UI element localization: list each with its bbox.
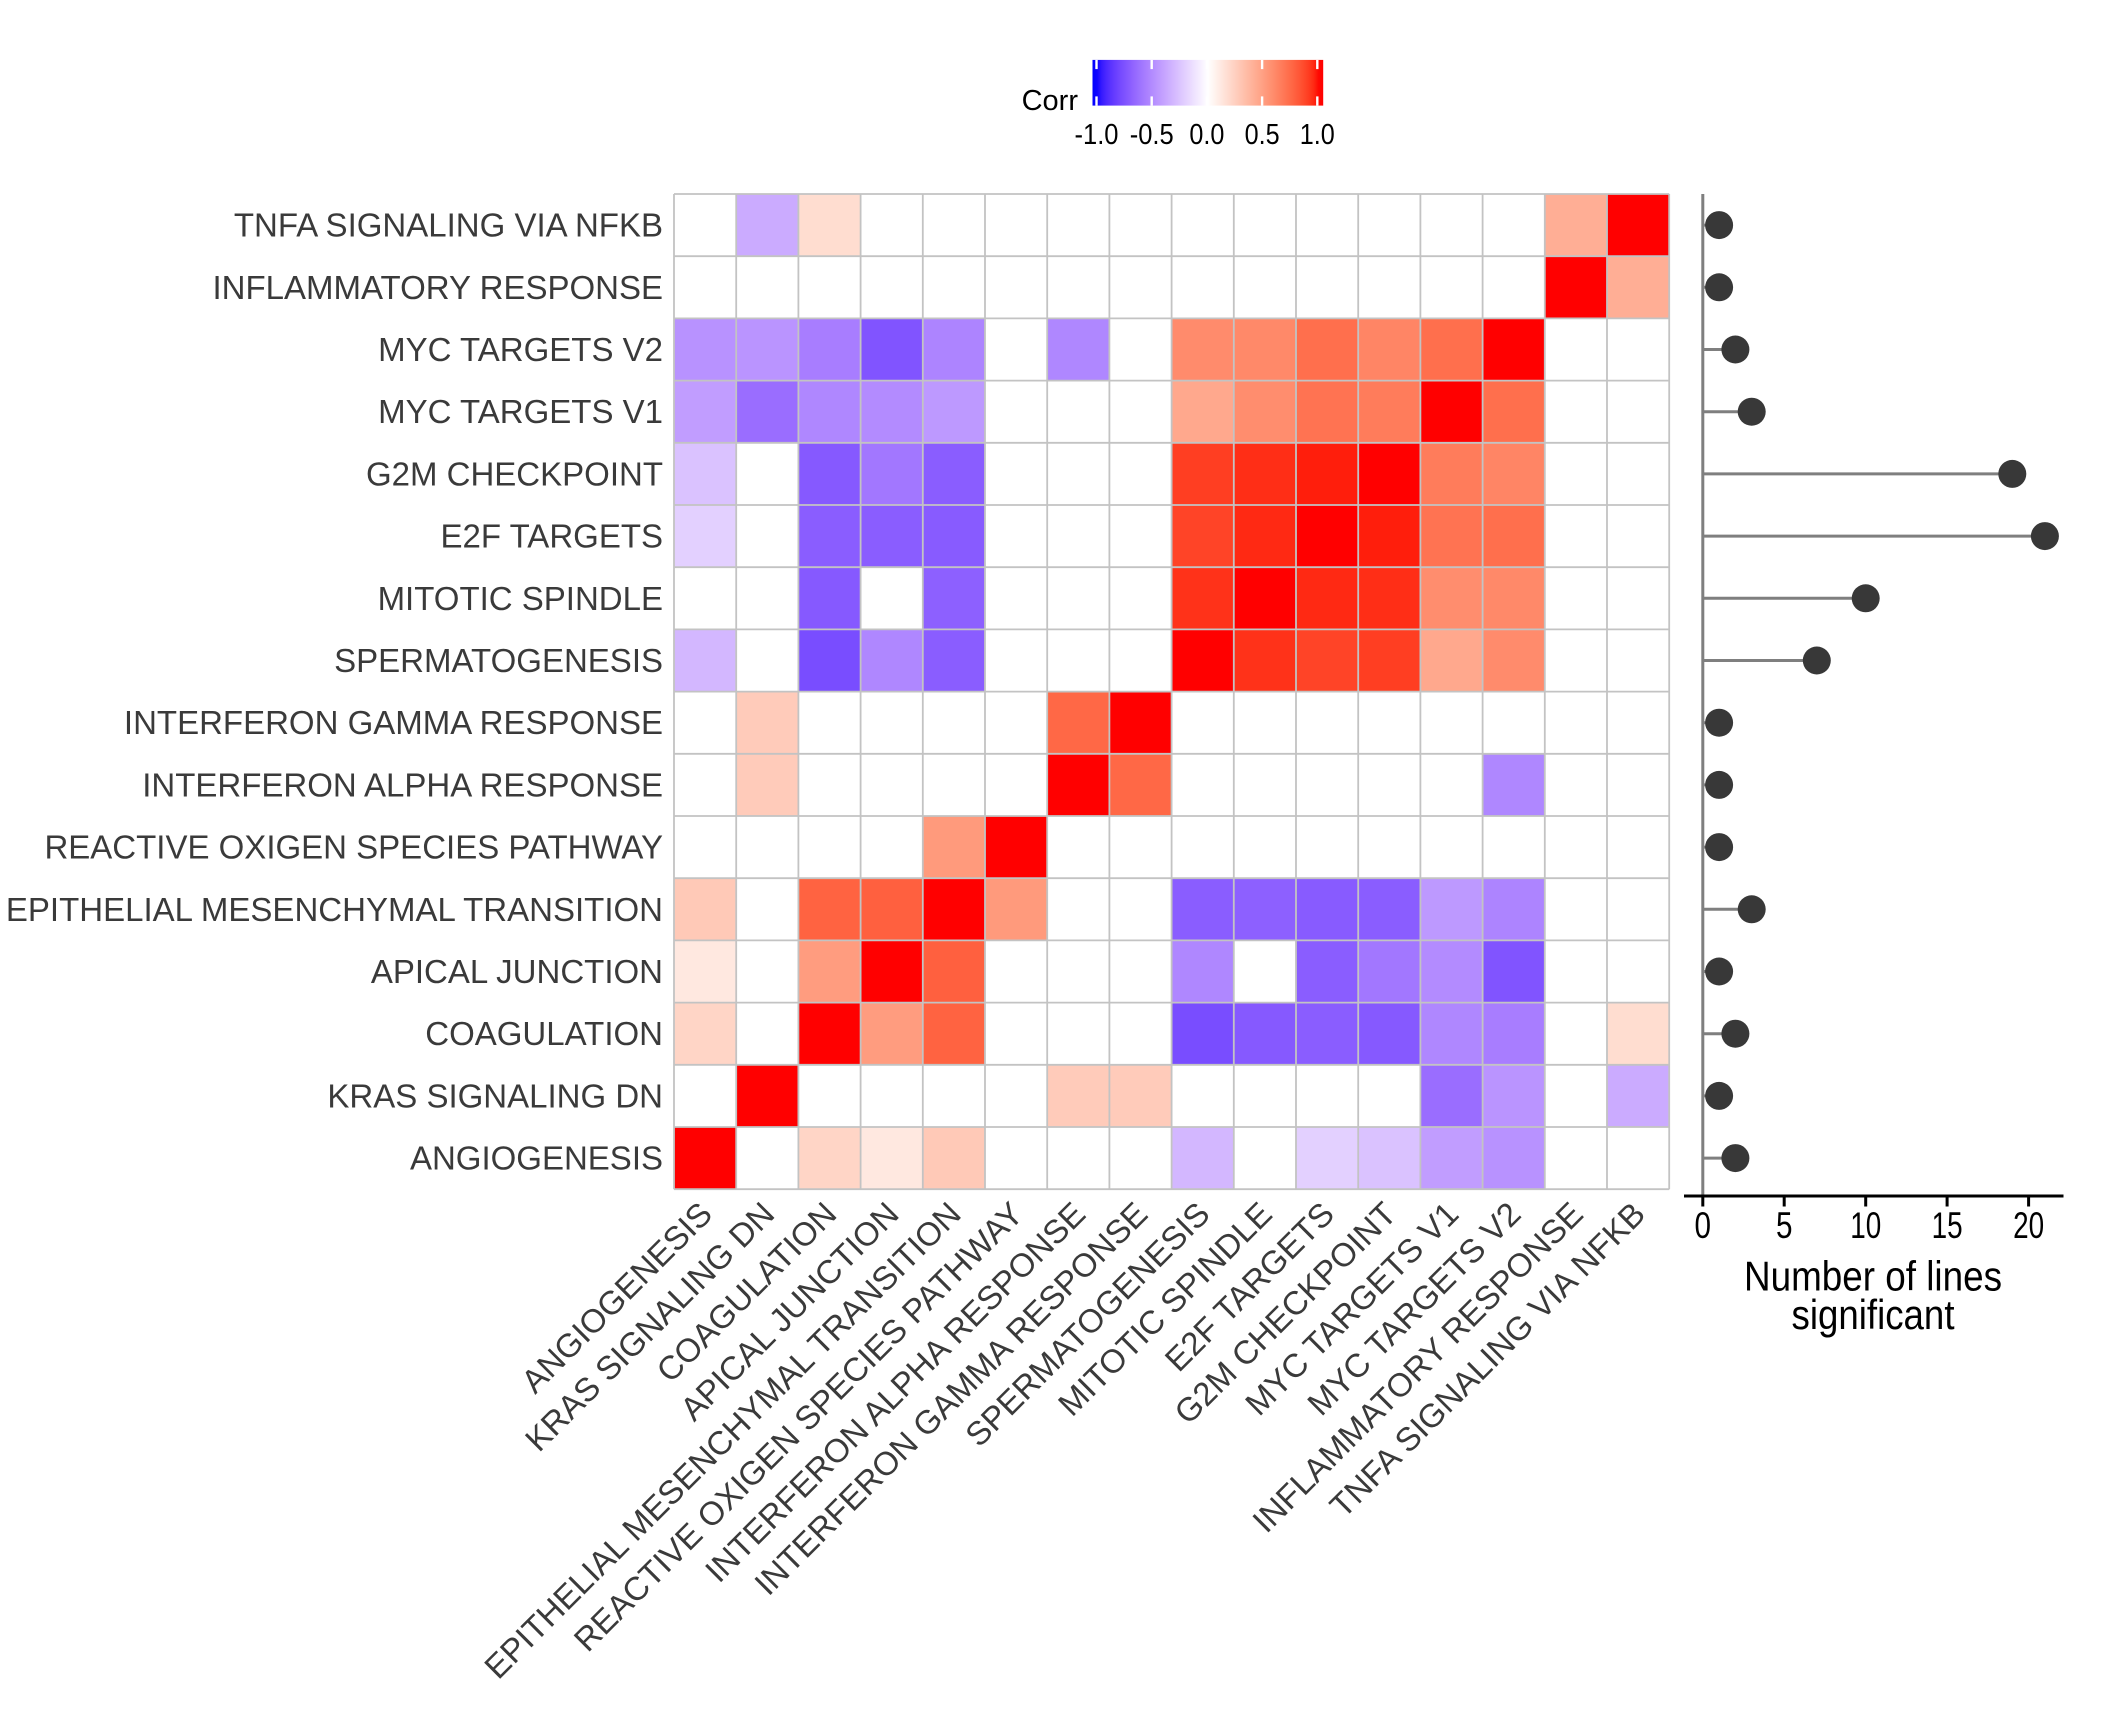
- svg-text:20: 20: [2013, 1205, 2044, 1246]
- svg-text:0.5: 0.5: [1245, 119, 1280, 151]
- svg-text:0: 0: [1695, 1205, 1712, 1246]
- svg-text:SPERMATOGENESIS: SPERMATOGENESIS: [334, 642, 663, 679]
- svg-text:EPITHELIAL MESENCHYMAL TRANSIT: EPITHELIAL MESENCHYMAL TRANSITION: [6, 891, 663, 928]
- svg-text:APICAL JUNCTION: APICAL JUNCTION: [371, 953, 663, 990]
- svg-text:MYC TARGETS V1: MYC TARGETS V1: [378, 393, 663, 430]
- svg-text:5: 5: [1776, 1205, 1793, 1246]
- svg-text:Number of lines: Number of lines: [1744, 1253, 2002, 1300]
- svg-text:E2F TARGETS: E2F TARGETS: [441, 518, 664, 555]
- svg-text:INFLAMMATORY RESPONSE: INFLAMMATORY RESPONSE: [213, 269, 664, 306]
- svg-text:INTERFERON ALPHA RESPONSE: INTERFERON ALPHA RESPONSE: [142, 766, 663, 803]
- svg-text:INTERFERON GAMMA RESPONSE: INTERFERON GAMMA RESPONSE: [124, 704, 663, 741]
- svg-text:KRAS SIGNALING DN: KRAS SIGNALING DN: [327, 1077, 663, 1114]
- svg-text:-1.0: -1.0: [1075, 119, 1119, 151]
- svg-text:-0.5: -0.5: [1130, 119, 1174, 151]
- svg-text:15: 15: [1932, 1205, 1963, 1246]
- svg-text:COAGULATION: COAGULATION: [425, 1015, 663, 1052]
- svg-text:0.0: 0.0: [1189, 119, 1224, 151]
- svg-text:REACTIVE OXIGEN SPECIES PATHWA: REACTIVE OXIGEN SPECIES PATHWAY: [44, 829, 663, 866]
- svg-text:1.0: 1.0: [1300, 119, 1335, 151]
- svg-text:MYC TARGETS V2: MYC TARGETS V2: [378, 331, 663, 368]
- svg-text:ANGIOGENESIS: ANGIOGENESIS: [410, 1140, 663, 1177]
- svg-text:G2M CHECKPOINT: G2M CHECKPOINT: [366, 455, 663, 492]
- svg-text:10: 10: [1850, 1205, 1881, 1246]
- svg-text:Corr: Corr: [1022, 85, 1079, 117]
- svg-text:MITOTIC SPINDLE: MITOTIC SPINDLE: [378, 580, 663, 617]
- svg-text:TNFA SIGNALING VIA NFKB: TNFA SIGNALING VIA NFKB: [234, 207, 663, 244]
- svg-text:significant: significant: [1792, 1291, 1955, 1338]
